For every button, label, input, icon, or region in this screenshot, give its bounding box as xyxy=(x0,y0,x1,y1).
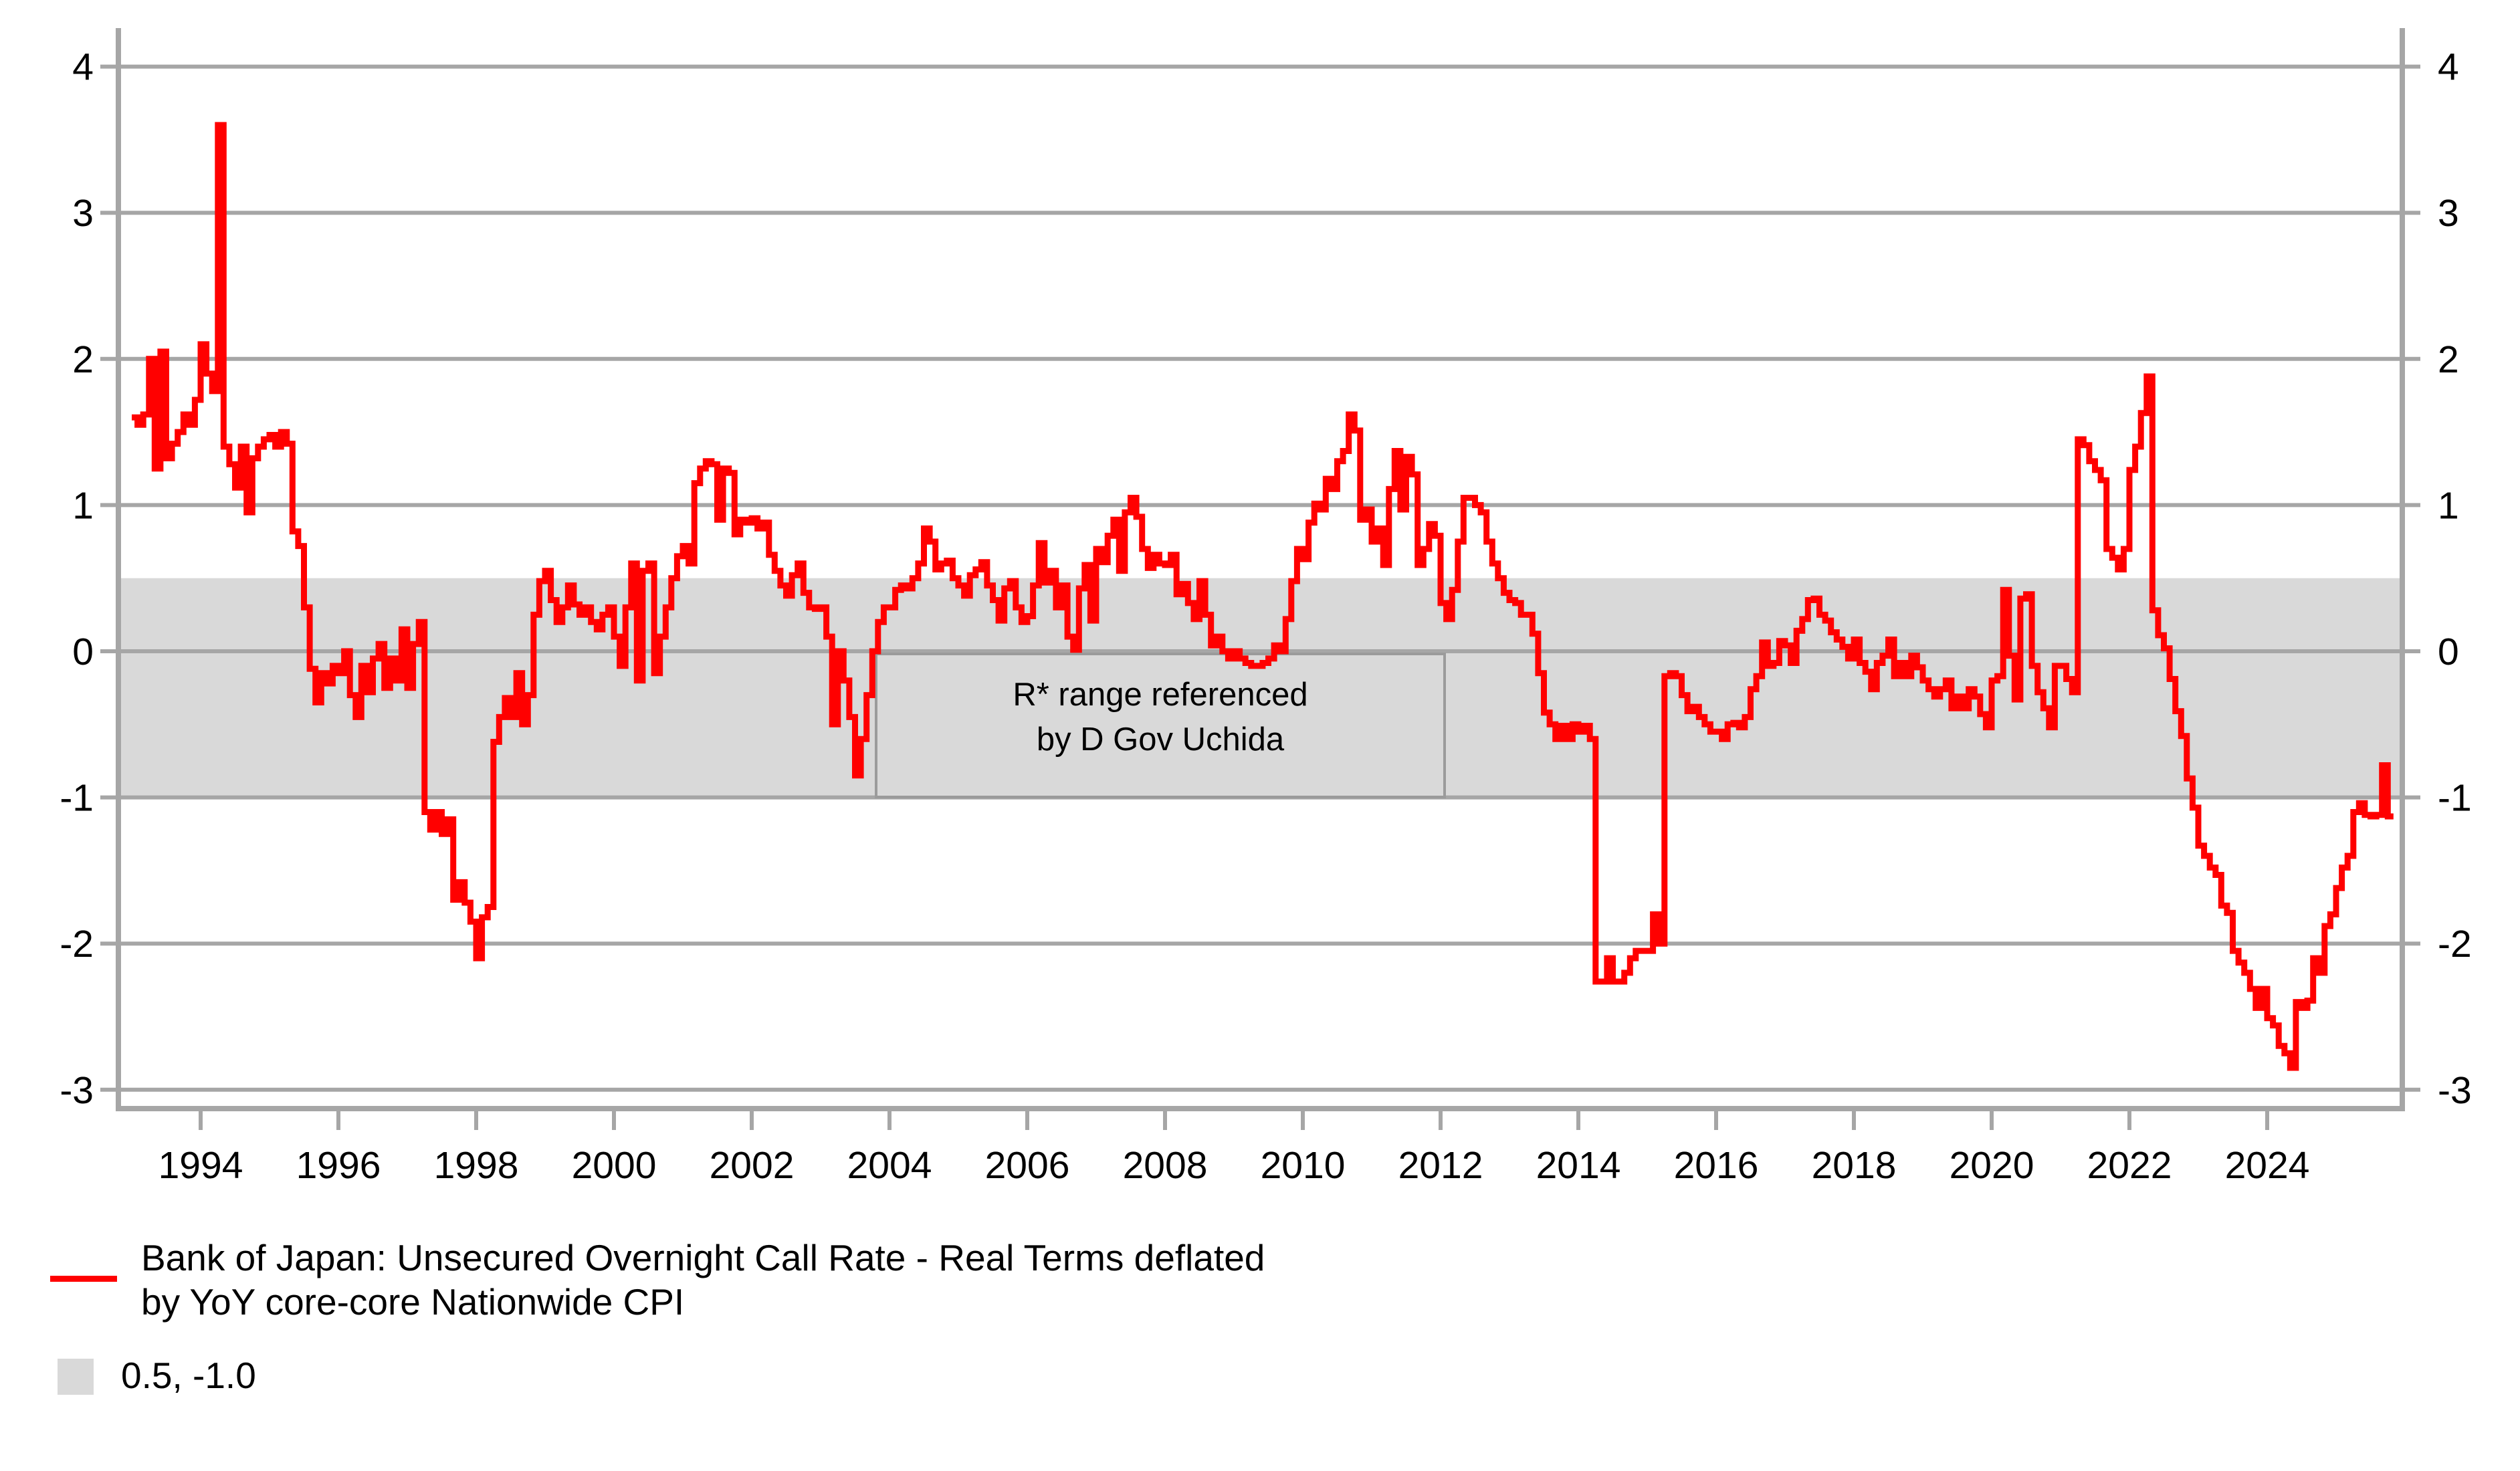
red-line-swatch-icon xyxy=(50,1276,117,1282)
y-axis-tick-label-right: 0 xyxy=(2438,631,2459,673)
annotation-line1: R* range referenced xyxy=(1013,677,1307,713)
x-axis-ticks xyxy=(199,1109,2269,1130)
x-axis-tick-label: 2016 xyxy=(1674,1144,1759,1187)
x-axis-tick-label: 2000 xyxy=(572,1144,657,1187)
legend-series-label-line2: by YoY core-core Nationwide CPI xyxy=(141,1281,685,1323)
y-axis-tick-label-right: 3 xyxy=(2438,192,2459,235)
axes xyxy=(116,28,2405,1111)
axis-tick-labels: 4 4 3 3 2 2 1 1 0 0 -1 -1 -2 -2 -3 -3 1994 1996 1998 2000 20… xyxy=(60,46,2471,1187)
rstar-annotation-box: R* range referenced by D Gov Uchida xyxy=(875,653,1446,798)
legend-band-label: 0.5, -1.0 xyxy=(121,1355,256,1396)
x-axis-tick-label: 1998 xyxy=(434,1144,519,1187)
y-axis-tick-label-left: -1 xyxy=(60,777,94,820)
x-axis-tick-label: 2022 xyxy=(2087,1144,2172,1187)
x-axis-tick-label: 2002 xyxy=(710,1144,795,1187)
y-axis-tick-label-left: 4 xyxy=(72,46,94,89)
legend: Bank of Japan: Unsecured Overnight Call … xyxy=(50,1236,1655,1397)
y-axis-tick-label-left: 3 xyxy=(72,192,94,235)
x-axis-tick-label: 2010 xyxy=(1261,1144,1346,1187)
x-axis-tick-label: 2012 xyxy=(1398,1144,1483,1187)
annotation-rect xyxy=(875,653,1446,798)
legend-item-series: Bank of Japan: Unsecured Overnight Call … xyxy=(50,1236,1655,1324)
x-axis-tick-label: 2020 xyxy=(1950,1144,2034,1187)
y-axis-tick-label-left: -2 xyxy=(60,923,94,966)
x-axis-tick-label: 2018 xyxy=(1812,1144,1897,1187)
x-axis-tick-label: 1996 xyxy=(296,1144,381,1187)
y-axis-tick-label-right: -1 xyxy=(2438,777,2472,820)
y-axis-tick-label-right: -2 xyxy=(2438,923,2472,966)
gray-band-swatch-icon xyxy=(58,1359,94,1395)
legend-series-label: Bank of Japan: Unsecured Overnight Call … xyxy=(117,1236,1265,1324)
y-axis-tick-label-right: 1 xyxy=(2438,484,2459,527)
x-axis-tick-label: 2006 xyxy=(985,1144,1070,1187)
y-axis-tick-label-right: 2 xyxy=(2438,338,2459,381)
x-axis-tick-label: 2008 xyxy=(1123,1144,1208,1187)
x-axis-tick-label: 2004 xyxy=(847,1144,932,1187)
y-axis-tick-label-right: -3 xyxy=(2438,1069,2472,1112)
call-rate-line xyxy=(132,122,2394,1071)
y-axis-tick-label-right: 4 xyxy=(2438,46,2459,89)
x-axis-tick-label: 2024 xyxy=(2225,1144,2310,1187)
y-axis-tick-label-left: 0 xyxy=(72,631,94,673)
legend-series-label-line1: Bank of Japan: Unsecured Overnight Call … xyxy=(141,1237,1265,1278)
y-axis-tick-label-left: 2 xyxy=(72,338,94,381)
x-axis-tick-label: 2014 xyxy=(1536,1144,1621,1187)
annotation-line2: by D Gov Uchida xyxy=(1037,721,1285,758)
legend-item-band: 0.5, -1.0 xyxy=(50,1353,1655,1397)
x-axis-tick-label: 1994 xyxy=(159,1144,243,1187)
y-axis-tick-label-left: -3 xyxy=(60,1069,94,1112)
y-axis-tick-label-left: 1 xyxy=(72,484,94,527)
